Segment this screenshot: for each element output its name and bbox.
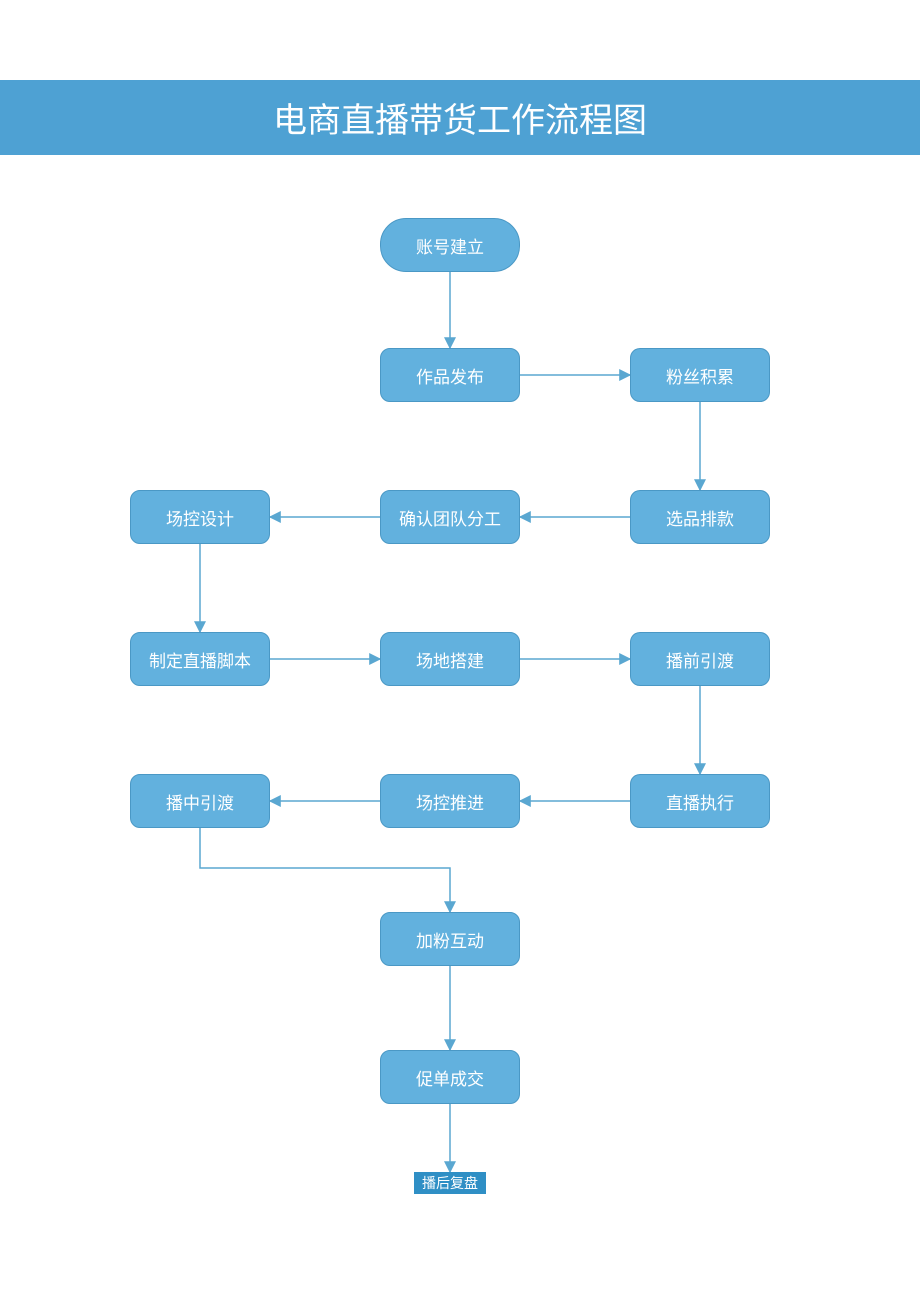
flowchart-node-n5: 场控设计 (130, 490, 270, 544)
flowchart-node-n6: 制定直播脚本 (130, 632, 270, 686)
flowchart-node-label: 直播执行 (666, 789, 734, 814)
flowchart-node-label: 选品排款 (666, 505, 734, 530)
flowchart-node-label: 账号建立 (416, 233, 484, 258)
title-bar: 电商直播带货工作流程图 (0, 80, 920, 155)
flowchart-node-label: 加粉互动 (416, 927, 484, 952)
flowchart-node-label: 粉丝积累 (666, 363, 734, 388)
flowchart-node-label: 播后复盘 (422, 1173, 478, 1193)
flowchart-node-label: 促单成交 (416, 1065, 484, 1090)
flowchart-node-n1: 作品发布 (380, 348, 520, 402)
flowchart-node-n8: 播前引渡 (630, 632, 770, 686)
flowchart-node-n10: 场控推进 (380, 774, 520, 828)
flowchart-node-label: 确认团队分工 (399, 505, 501, 530)
flowchart-node-n0: 账号建立 (380, 218, 520, 272)
page-title: 电商直播带货工作流程图 (273, 93, 647, 142)
flowchart-node-n9: 直播执行 (630, 774, 770, 828)
flowchart-node-label: 播前引渡 (666, 647, 734, 672)
flowchart-node-label: 作品发布 (416, 363, 484, 388)
flowchart-node-label: 场控设计 (166, 505, 234, 530)
flowchart-node-n7: 场地搭建 (380, 632, 520, 686)
flowchart-node-n11: 播中引渡 (130, 774, 270, 828)
flowchart-node-n14: 播后复盘 (414, 1172, 486, 1194)
flowchart-node-n4: 确认团队分工 (380, 490, 520, 544)
flowchart-node-label: 播中引渡 (166, 789, 234, 814)
flowchart-edge (200, 828, 450, 912)
flowchart-node-n13: 促单成交 (380, 1050, 520, 1104)
flowchart-node-label: 场控推进 (416, 789, 484, 814)
flowchart-node-label: 场地搭建 (416, 647, 484, 672)
flowchart-node-n3: 选品排款 (630, 490, 770, 544)
flowchart-node-label: 制定直播脚本 (149, 647, 251, 672)
flowchart-node-n12: 加粉互动 (380, 912, 520, 966)
flowchart-node-n2: 粉丝积累 (630, 348, 770, 402)
flowchart-page: 电商直播带货工作流程图 账号建立作品发布 粉丝积累选品排款 确认团队分工 场控设计制定… (0, 0, 920, 1301)
